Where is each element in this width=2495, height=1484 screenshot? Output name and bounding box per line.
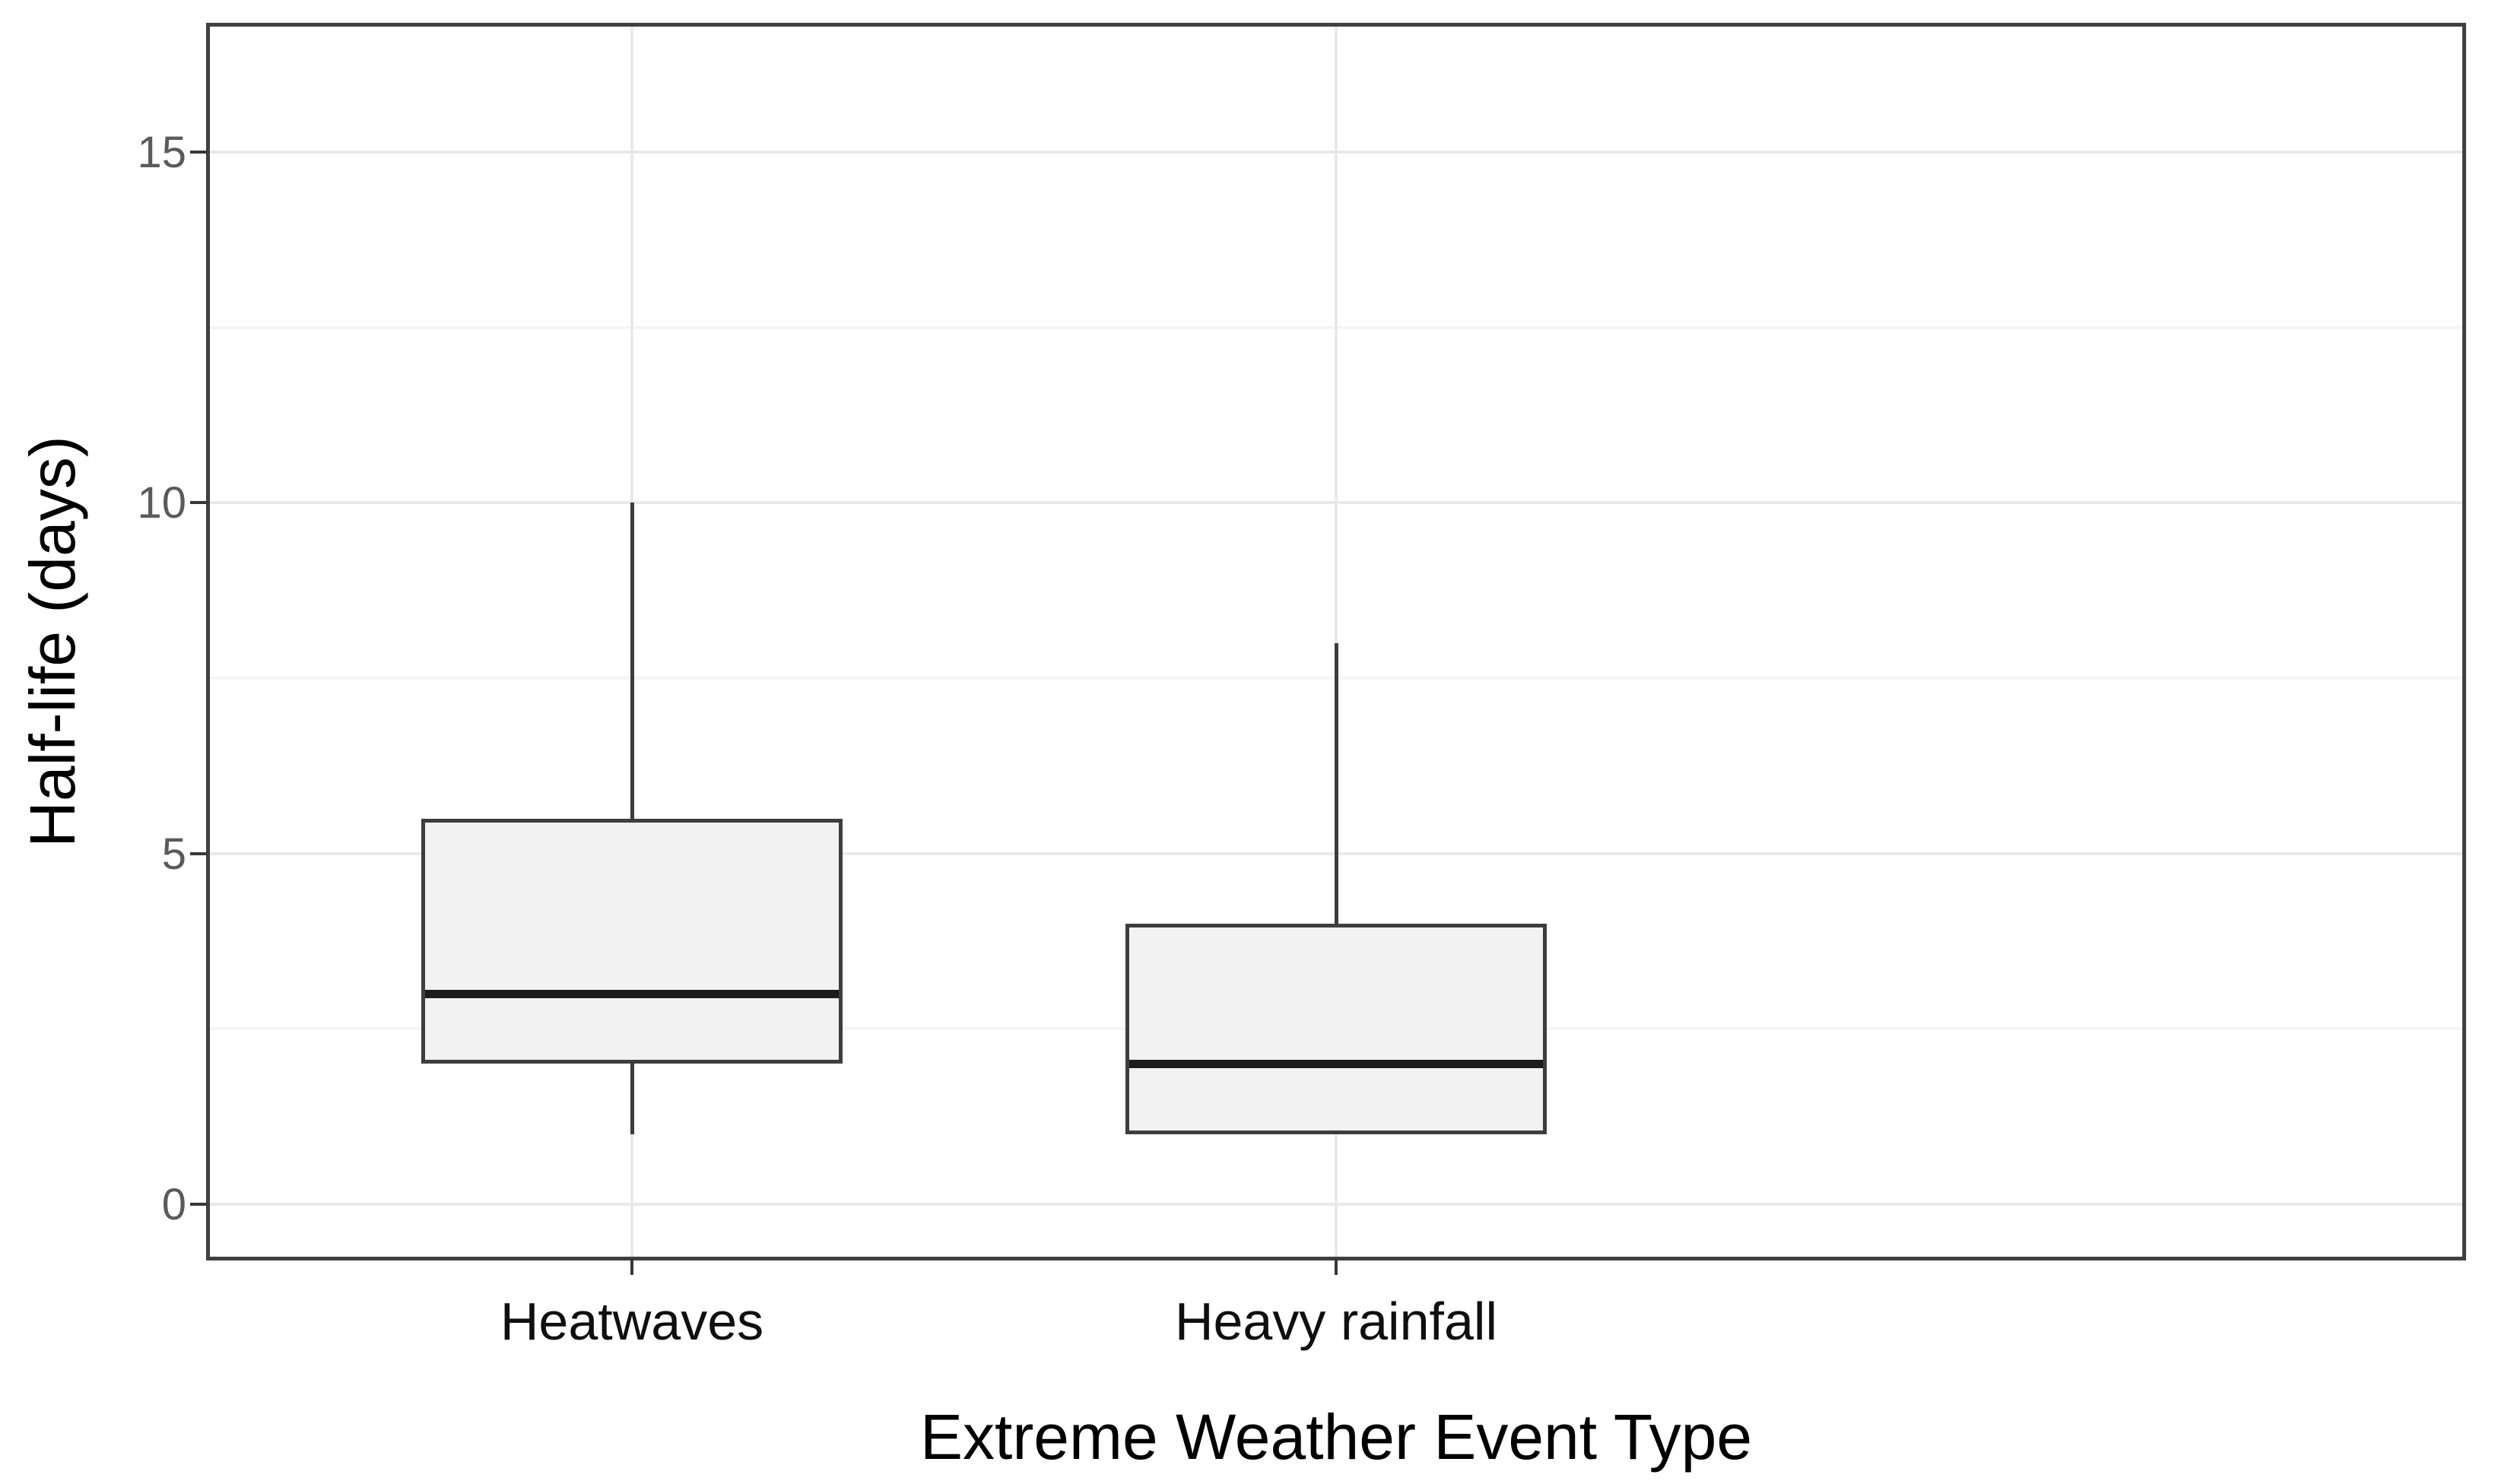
x-axis-tick-1 <box>1335 1258 1338 1275</box>
y-axis-tick-10 <box>190 501 207 504</box>
box-iqr-heatwaves <box>421 819 843 1064</box>
y-tick-label-0: 0 <box>161 1180 186 1229</box>
x-tick-label-0: Heatwaves <box>500 1292 764 1351</box>
y-axis-tick-15 <box>190 151 207 154</box>
upper-whisker-heavy-rainfall <box>1334 643 1338 924</box>
y-axis-tick-0 <box>190 1203 207 1206</box>
y-tick-label-15: 15 <box>137 128 186 177</box>
lower-whisker-heatwaves <box>630 1064 634 1134</box>
upper-whisker-heatwaves <box>630 503 634 819</box>
x-tick-label-1: Heavy rainfall <box>1174 1292 1498 1351</box>
y-tick-label-5: 5 <box>161 829 186 879</box>
y-axis-title: Half-life (days) <box>17 436 88 848</box>
x-axis-title: Extreme Weather Event Type <box>919 1401 1753 1473</box>
major-gridline-x-1 <box>1335 27 1338 1257</box>
box-iqr-heavy-rainfall <box>1125 924 1547 1134</box>
y-tick-label-10: 10 <box>137 478 186 528</box>
x-axis-tick-0 <box>630 1258 633 1275</box>
median-line-heatwaves <box>425 990 839 998</box>
y-axis-tick-5 <box>190 852 207 855</box>
median-line-heavy-rainfall <box>1129 1060 1543 1068</box>
